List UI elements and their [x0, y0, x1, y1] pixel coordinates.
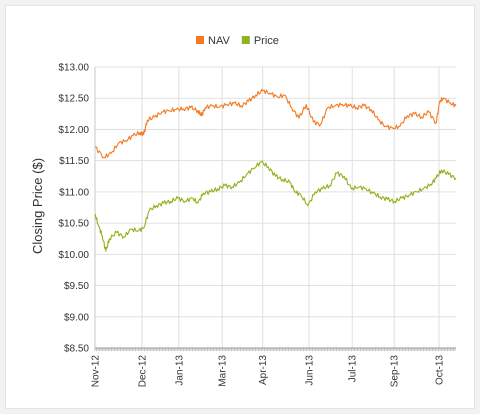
- y-tick-label: $11.00: [59, 187, 89, 198]
- y-tick-label: $8.50: [64, 344, 89, 355]
- y-tick-label: $12.00: [58, 125, 89, 136]
- x-tick-label: Oct-13: [434, 355, 445, 385]
- legend-swatch: [241, 36, 250, 44]
- x-tick-label: Nov-12: [91, 355, 102, 388]
- y-axis-ticks: $13.00 $12.50 $12.00 $11.50 $11.00 $10.50 $10.…: [58, 63, 89, 355]
- legend-label: Price: [254, 35, 279, 47]
- y-tick-label: $11.50: [59, 156, 89, 167]
- y-axis-label: Closing Price ($): [30, 158, 45, 254]
- y-tick-label: $13.00: [58, 63, 89, 74]
- y-tick-label: $12.50: [58, 94, 89, 105]
- gridlines: [94, 66, 456, 349]
- y-tick-label: $10.50: [58, 219, 89, 230]
- series-line-nav: [94, 88, 457, 159]
- series-line-price: [94, 160, 457, 252]
- chart-card: [5, 5, 475, 409]
- series-lines: [94, 88, 457, 252]
- y-tick-label: $9.50: [64, 281, 89, 292]
- x-axis-ticks: Nov-12 Dec-12 Jan-13 Mar-13 Apr-13 Jun-13 Jul-…: [91, 355, 446, 388]
- y-tick-label: $9.00: [64, 312, 89, 323]
- x-tick-label: Sep-13: [390, 355, 401, 388]
- legend: NAV Price: [196, 35, 279, 47]
- legend-label: NAV: [208, 35, 230, 47]
- x-tick-label: Jul-13: [348, 355, 359, 383]
- x-tick-label: Jan-13: [174, 355, 185, 386]
- x-tick-label: Jun-13: [304, 355, 315, 386]
- x-tick-label: Dec-12: [137, 355, 148, 388]
- y-tick-label: $10.00: [58, 250, 89, 261]
- x-axis-minor-ticks: [94, 348, 456, 351]
- x-tick-label: Mar-13: [218, 355, 229, 387]
- legend-swatch: [196, 36, 204, 44]
- x-tick-label: Apr-13: [258, 355, 269, 385]
